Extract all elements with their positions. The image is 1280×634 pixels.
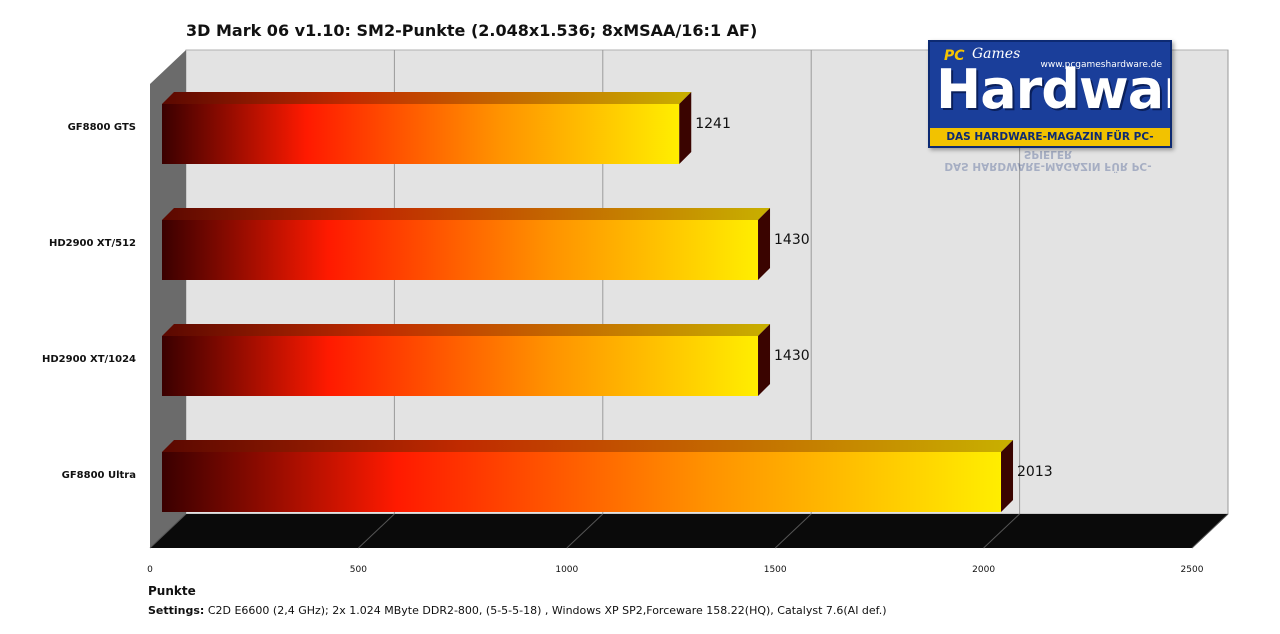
pcgh-logo: PC Games www.pcgameshardware.de Hardware… (928, 40, 1172, 148)
floor-gridline (566, 513, 604, 549)
x-tick-label: 2000 (972, 565, 995, 575)
x-tick-label: 1500 (764, 565, 787, 575)
floor-gridline (1191, 513, 1229, 549)
value-label: 1430 (774, 232, 810, 248)
category-label: HD2900 XT/512 (49, 238, 136, 249)
settings-note: Settings: C2D E6600 (2,4 GHz); 2x 1.024 … (148, 604, 887, 617)
value-label: 1430 (774, 348, 810, 364)
bar (162, 452, 1002, 512)
logo-url: www.pcgameshardware.de (1040, 60, 1163, 70)
bar-top (162, 208, 771, 220)
logo-games-text: Games (972, 46, 1021, 62)
bar-end (758, 208, 771, 280)
x-tick-label: 1000 (555, 565, 578, 575)
logo-wordmark: Hardware (936, 58, 1170, 121)
bar-top (162, 440, 1014, 452)
value-label: 1241 (695, 116, 731, 132)
category-label: HD2900 XT/1024 (42, 354, 136, 365)
x-tick-label: 500 (350, 565, 367, 575)
floor-gridline (983, 513, 1020, 549)
bar-top (162, 92, 692, 104)
side-wall (150, 50, 186, 548)
settings-text: C2D E6600 (2,4 GHz); 2x 1.024 MByte DDR2… (204, 604, 887, 617)
settings-label: Settings: (148, 604, 205, 617)
category-label: GF8800 Ultra (62, 470, 136, 481)
floor (150, 514, 1228, 548)
floor-gridline (358, 513, 395, 549)
bar (162, 336, 759, 396)
bar-top (162, 324, 771, 336)
floor-gridline (149, 513, 187, 549)
logo-reflection-text: DAS HARDWARE-MAGAZIN FÜR PC-SPIELER (944, 148, 1152, 172)
bar (162, 104, 680, 164)
bar-end (1001, 440, 1014, 512)
bar (162, 220, 759, 280)
value-label: 2013 (1017, 464, 1053, 480)
floor-gridline (774, 513, 812, 549)
logo-reflection: DAS HARDWARE-MAGAZIN FÜR PC-SPIELER (928, 146, 1168, 180)
x-axis-title: Punkte (148, 584, 196, 598)
bar-end (679, 92, 692, 164)
category-label: GF8800 GTS (68, 122, 136, 133)
logo-tagline: DAS HARDWARE-MAGAZIN FÜR PC-SPIELER (930, 128, 1170, 146)
logo-pc-text: PC (944, 48, 965, 64)
chart-title: 3D Mark 06 v1.10: SM2-Punkte (2.048x1.53… (186, 21, 757, 40)
x-tick-label: 0 (147, 565, 153, 575)
bar-end (758, 324, 771, 396)
x-tick-label: 2500 (1181, 565, 1204, 575)
